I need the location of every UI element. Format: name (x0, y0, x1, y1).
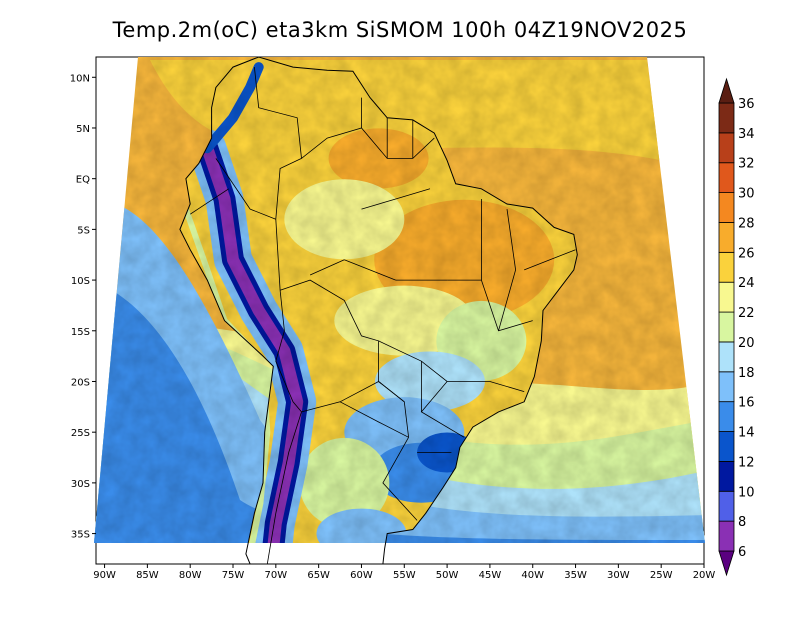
colorbar-label: 10 (738, 485, 755, 500)
colorbar-segment (718, 371, 735, 403)
state-border (189, 188, 229, 215)
state-border (382, 437, 418, 521)
coastline (179, 56, 578, 565)
colorbar-label: 16 (738, 396, 755, 411)
colorbar-segment (718, 550, 735, 577)
lon-tick-label: 20W (693, 570, 716, 581)
colorbar-label: 24 (738, 276, 755, 291)
lon-tick-label: 40W (521, 570, 544, 581)
state-border (215, 158, 251, 210)
state-border (275, 290, 302, 413)
colorbar-label: 32 (738, 157, 755, 172)
state-border (339, 401, 409, 438)
state-border (524, 249, 576, 271)
lon-tick-label: 75W (222, 570, 245, 581)
state-border (361, 188, 431, 210)
lat-tick-label: 10S (71, 276, 90, 287)
lat-tick-label: EQ (76, 175, 90, 186)
state-border (344, 259, 396, 281)
lon-tick-label: 90W (93, 570, 116, 581)
lat-tick-label: 15S (71, 327, 90, 338)
texture-noise (94, 57, 705, 543)
colorbar-label: 36 (738, 97, 755, 112)
map-title: Temp.2m(oC) eta3km SiSMOM 100h 04Z19NOV2… (112, 18, 688, 42)
state-border (309, 259, 345, 276)
state-border (275, 127, 435, 291)
lon-tick-label: 80W (179, 570, 202, 581)
state-border (420, 381, 465, 438)
lon-tick-label: 45W (479, 570, 502, 581)
axes: 90W 85W 80W 75W 70W 65W 60W 55W 50W 45W 40W 35W 30W 2… (70, 73, 716, 581)
colorbar-label: 20 (738, 336, 755, 351)
lon-tick-label: 55W (393, 570, 416, 581)
colorbar-label: 14 (738, 426, 755, 441)
colorbar-segment (718, 311, 735, 343)
colorbar-segment (718, 222, 735, 253)
colorbar-label: 28 (738, 216, 755, 231)
lat-tick-label: 5N (76, 124, 90, 135)
colorbar-segment (718, 460, 735, 492)
lon-tick-label: 85W (136, 570, 159, 581)
colorbar-segment (718, 281, 735, 313)
colorbar-label: 6 (738, 545, 746, 560)
lon-tick-label: 70W (265, 570, 288, 581)
colorbar-segment (718, 251, 735, 283)
lon-tick-label: 30W (607, 570, 630, 581)
lat-tick-label: 30S (71, 479, 90, 490)
colorbar-segment (718, 77, 735, 104)
state-border (378, 381, 405, 403)
state-border (254, 67, 302, 159)
lat-tick-label: 20S (71, 377, 90, 388)
lat-tick-label: 5S (77, 225, 90, 236)
colorbar-segment (718, 341, 735, 373)
state-border (249, 208, 276, 220)
colorbar-segment (718, 401, 735, 432)
lat-tick-label: 10N (70, 73, 90, 84)
lon-tick-label: 65W (307, 570, 330, 581)
colorbar-label: 34 (738, 127, 755, 142)
model-domain (94, 57, 705, 543)
state-border (447, 279, 533, 332)
political-borders (179, 56, 578, 565)
lon-tick-label: 35W (564, 570, 587, 581)
lon-tick-label: 50W (436, 570, 459, 581)
state-border (498, 209, 517, 331)
colorbar-label: 26 (738, 246, 755, 261)
lon-tick-label: 60W (350, 570, 373, 581)
lon-tick-label: 25W (650, 570, 673, 581)
colorbar: 6 8 10 12 14 16 18 20 22 24 26 28 30 32 34 36 (718, 77, 755, 577)
lat-tick-label: 25S (71, 428, 90, 439)
colorbar-label: 18 (738, 366, 755, 381)
colorbar-label: 30 (738, 187, 755, 202)
colorbar-label: 8 (738, 515, 746, 530)
colorbar-segment (718, 431, 735, 462)
lat-tick-label: 35S (71, 530, 90, 541)
state-border (266, 411, 302, 565)
colorbar-segment (718, 490, 735, 522)
colorbar-segment (718, 132, 735, 164)
colorbar-label: 22 (738, 306, 755, 321)
colorbar-segment (718, 102, 735, 134)
colorbar-segment (718, 192, 735, 223)
colorbar-segment (718, 162, 735, 194)
colorbar-segment (718, 520, 735, 552)
colorbar-label: 12 (738, 455, 755, 470)
